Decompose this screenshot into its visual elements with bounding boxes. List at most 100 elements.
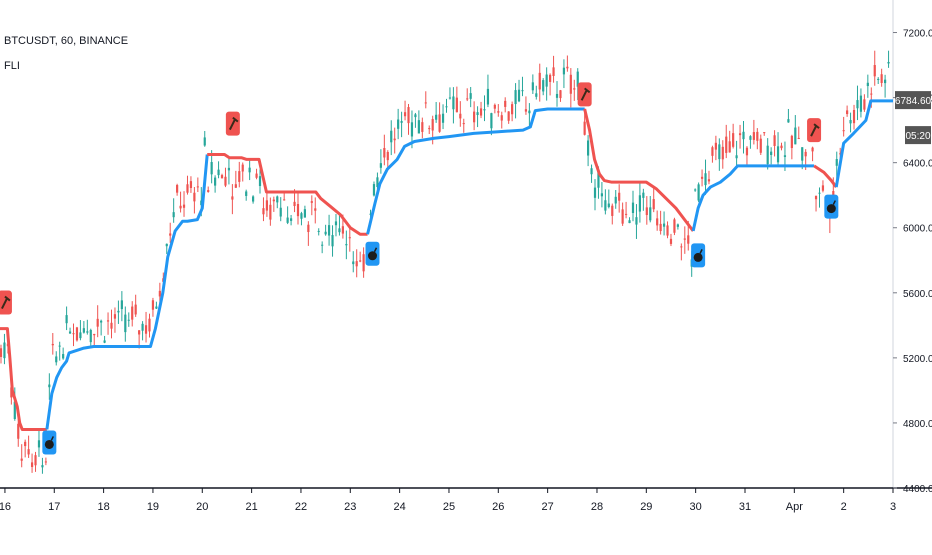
candle-body — [276, 196, 279, 203]
candle-body — [186, 184, 189, 193]
candle-body — [262, 208, 265, 215]
candle-body — [148, 318, 151, 332]
candle-body — [790, 135, 793, 149]
candle-body — [82, 328, 85, 333]
candle-body — [697, 184, 700, 201]
candle-body — [445, 106, 448, 108]
bomb-icon — [693, 252, 703, 262]
candle-body — [573, 88, 576, 90]
candle-body — [531, 82, 534, 91]
candle-body — [234, 184, 237, 188]
candle-body — [310, 201, 313, 203]
candle-body — [735, 155, 738, 159]
bomb-fuse — [699, 249, 703, 254]
candle-body — [220, 175, 224, 179]
candle-body — [486, 88, 490, 105]
candle-body — [538, 72, 541, 90]
candle-body — [618, 192, 621, 201]
candle-body — [773, 135, 776, 146]
candle-body — [642, 192, 645, 198]
candle-body — [338, 228, 341, 233]
candle-body — [62, 354, 65, 359]
candles-group — [0, 50, 890, 474]
candle-body — [155, 306, 158, 309]
candle-body — [725, 136, 728, 153]
candle-body — [317, 230, 320, 232]
candle-body — [124, 314, 127, 333]
candle-body — [448, 97, 452, 99]
candle-body — [307, 224, 310, 233]
support-band-line — [691, 164, 815, 232]
candle-body — [93, 333, 96, 336]
support-band-line — [366, 107, 585, 235]
indicator-label[interactable]: FLI — [4, 60, 20, 72]
bomb-fuse — [832, 200, 836, 205]
time-tick-label: 28 — [591, 501, 603, 513]
time-tick-label: 20 — [196, 501, 208, 513]
candle-body — [144, 325, 148, 334]
candle-body — [776, 146, 780, 163]
candle-body — [756, 131, 759, 141]
candle-body — [390, 130, 393, 143]
candle-body — [528, 110, 531, 114]
candle-body — [334, 221, 338, 226]
candle-body — [624, 213, 628, 215]
candle-body — [628, 220, 631, 224]
candle-body — [407, 107, 410, 124]
candle-body — [327, 225, 331, 236]
time-tick-label: 19 — [147, 501, 159, 513]
candle-body — [676, 224, 679, 227]
candle-body — [414, 114, 417, 118]
candle-body — [856, 100, 859, 109]
candle-body — [549, 74, 552, 82]
candle-body — [113, 314, 117, 319]
candle-body — [555, 93, 559, 98]
candle-body — [704, 173, 707, 186]
candle-body — [151, 300, 155, 310]
candle-body — [293, 201, 296, 207]
candle-body — [431, 119, 434, 131]
candle-body — [818, 192, 821, 194]
candle-body — [504, 100, 507, 107]
candle-body — [193, 192, 196, 202]
candle-body — [379, 163, 382, 168]
time-tick-label: 18 — [97, 501, 109, 513]
candle-body — [251, 196, 255, 202]
time-tick-label: 30 — [690, 501, 702, 513]
hammer-icon — [580, 87, 591, 101]
candle-body — [182, 204, 186, 208]
candle-body — [55, 356, 58, 363]
candle-body — [849, 119, 852, 124]
candle-body — [466, 98, 469, 100]
candle-body — [44, 461, 47, 463]
candle-body — [75, 327, 79, 341]
candle-body — [203, 137, 206, 146]
candle-body — [846, 110, 849, 115]
bomb-fuse — [373, 247, 378, 253]
bomb-icon — [44, 439, 54, 449]
symbol-title: BTCUSDT, 60, BINANCE — [4, 35, 129, 47]
candle-body — [238, 171, 241, 182]
candle-body — [286, 217, 289, 223]
candle-body — [863, 99, 866, 110]
candle-body — [621, 209, 624, 224]
candle-body — [383, 148, 386, 158]
time-tick-label: 26 — [492, 501, 504, 513]
candle-body — [814, 195, 818, 200]
support-band-line — [45, 154, 209, 430]
candle-body — [852, 110, 856, 124]
price-tick-label: 4800.00 — [903, 419, 932, 430]
bomb-icon — [826, 204, 836, 214]
time-tick-label: 2 — [841, 501, 847, 513]
candle-body — [759, 138, 762, 153]
candle-body — [877, 78, 880, 80]
resistance-band-line — [583, 108, 695, 232]
candle-body — [469, 93, 472, 99]
candle-body — [604, 200, 607, 211]
candle-body — [0, 348, 3, 357]
candle-body — [718, 144, 721, 160]
candle-body — [245, 191, 248, 196]
time-tick-label: 23 — [344, 501, 356, 513]
